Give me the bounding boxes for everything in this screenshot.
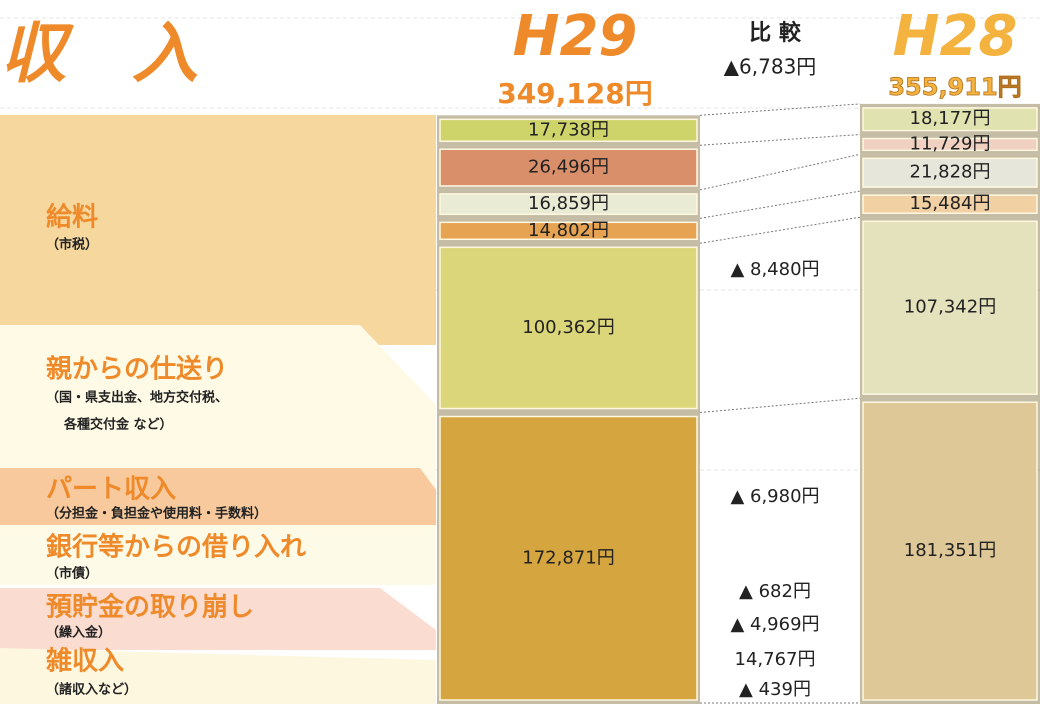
- series-note: （市債）: [46, 566, 98, 582]
- bar-segment: [862, 137, 1038, 152]
- difference-label: ▲ 4,969円: [730, 614, 819, 635]
- series-note: （分担金・負担金や使用料・手数料）: [46, 506, 267, 522]
- series-note: （諸収入など）: [46, 682, 137, 698]
- series-note: （繰入金）: [46, 625, 111, 641]
- total-label: 355,911円: [888, 73, 1021, 101]
- bar-segment: [439, 221, 698, 241]
- series-label: 給料: [46, 202, 98, 233]
- comparison-total: ▲6,783円: [724, 55, 817, 79]
- bar-segment: [862, 401, 1038, 701]
- series-note: （市税）: [46, 237, 98, 253]
- title: 収 入: [0, 15, 198, 92]
- connector: [699, 103, 861, 116]
- difference-label: ▲ 682円: [739, 581, 811, 602]
- bar-segment: [439, 148, 698, 187]
- series-label: 預貯金の取り崩し: [46, 592, 254, 623]
- value-label: 172,871円: [522, 547, 614, 568]
- difference-label: ▲ 439円: [739, 679, 811, 700]
- bar-segment: [862, 157, 1038, 188]
- value-label: 100,362円: [522, 317, 614, 338]
- label-bands: [0, 115, 436, 704]
- bar-segment: [862, 220, 1038, 395]
- series-label: 銀行等からの借り入れ: [46, 532, 306, 563]
- category-label: H29: [513, 4, 638, 69]
- value-label: 18,177円: [910, 108, 991, 129]
- value-label: 16,859円: [528, 193, 609, 214]
- difference-label: ▲ 8,480円: [730, 259, 819, 280]
- value-label: 181,351円: [904, 540, 996, 561]
- difference-label: 14,767円: [735, 649, 816, 670]
- bar-segment: [439, 415, 698, 701]
- series-note: 各種交付金 など）: [63, 417, 173, 433]
- value-label: 14,802円: [528, 220, 609, 241]
- bar-segment: [862, 194, 1038, 214]
- category-label: H28: [893, 4, 1018, 69]
- bar-segment: [439, 246, 698, 410]
- series-label: パート収入: [46, 475, 176, 505]
- value-label: 107,342円: [904, 297, 996, 318]
- bar-segment: [439, 118, 698, 142]
- bar-segment: [439, 193, 698, 216]
- connector: [699, 134, 861, 146]
- total-label: 349,128円: [497, 77, 653, 110]
- bar-segment: [862, 107, 1038, 132]
- series-label: 雑収入: [45, 646, 124, 677]
- value-label: 21,828円: [910, 162, 991, 183]
- value-label: 17,738円: [528, 119, 609, 140]
- comparison-title: 比 較: [749, 20, 802, 46]
- difference-label: ▲ 6,980円: [730, 486, 819, 507]
- connector: [699, 216, 861, 244]
- connector: [699, 190, 861, 219]
- series-label: 親からの仕送り: [46, 355, 228, 385]
- connector: [699, 397, 861, 414]
- series-note: （国・県支出金、地方交付税、: [46, 390, 228, 406]
- connector: [699, 153, 861, 191]
- value-label: 11,729円: [910, 133, 991, 154]
- value-label: 15,484円: [910, 193, 991, 214]
- value-label: 26,496円: [528, 157, 609, 178]
